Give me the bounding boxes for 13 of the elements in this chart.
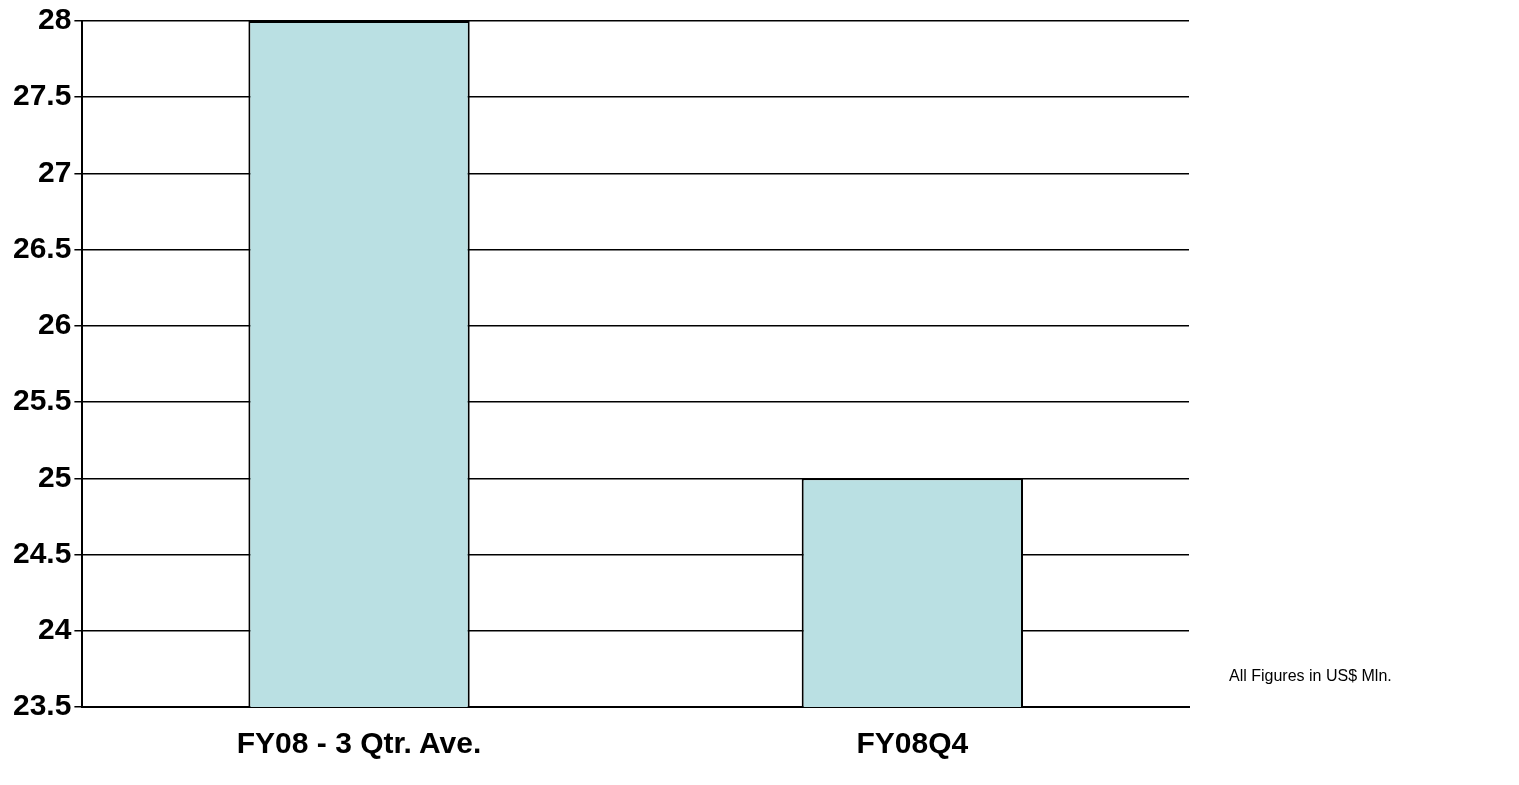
y-tick-label: 28: [38, 2, 72, 36]
y-tick-label: 24: [38, 612, 72, 646]
x-tick-label: FY08Q4: [856, 726, 969, 760]
text: All Figures in US$ Mln.: [1229, 667, 1392, 685]
y-tick-label: 24.5: [13, 535, 72, 569]
y-tick-label: 27: [38, 154, 72, 188]
y-tick-label: 25: [38, 459, 72, 493]
y-tick-label: 25.5: [13, 383, 72, 417]
x-tick-label: FY08 - 3 Qtr. Ave.: [236, 726, 482, 760]
y-tick-label: 23.5: [13, 688, 72, 722]
y-tick-label: 26.5: [13, 230, 72, 264]
y-tick-label: 27.5: [13, 78, 72, 112]
y-tick-label: 26: [38, 307, 72, 341]
